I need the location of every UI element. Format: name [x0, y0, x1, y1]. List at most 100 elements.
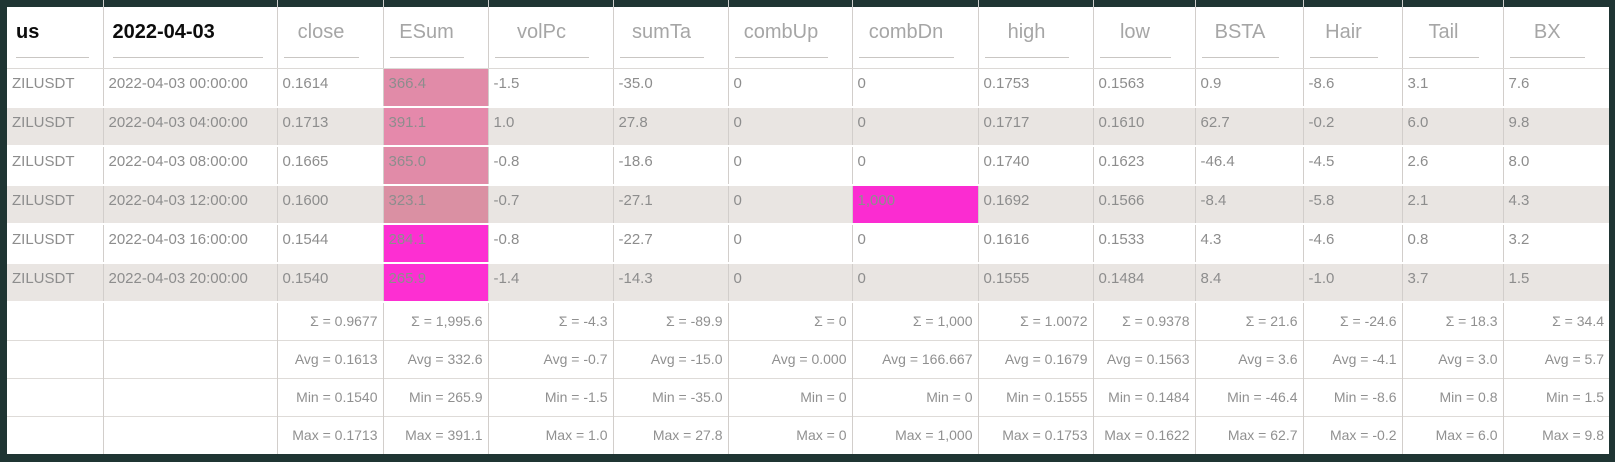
cell-low[interactable]: 0.1610 — [1092, 107, 1195, 147]
cell-sumTa[interactable]: -27.1 — [612, 185, 728, 225]
cell-2022-04-03[interactable]: 2022-04-03 04:00:00 — [102, 107, 277, 147]
table-row[interactable]: ZILUSDT 2022-04-03 04:00:00 0.1713 391.1 1.0… — [7, 107, 1609, 147]
cell-sumTa[interactable]: -18.6 — [612, 146, 728, 186]
cell-Hair[interactable]: -5.8 — [1302, 185, 1402, 225]
cell-volPc[interactable]: 1.0 — [487, 107, 613, 147]
cell-close[interactable]: 0.1614 — [276, 68, 383, 108]
cell-combUp[interactable]: 0 — [727, 224, 852, 264]
table-row[interactable]: ZILUSDT 2022-04-03 08:00:00 0.1665 365.0 -0.… — [7, 146, 1609, 186]
cell-combDn[interactable]: 0 — [851, 146, 978, 186]
cell-ESum[interactable]: 365.0 — [382, 146, 488, 186]
cell-sumTa[interactable]: -35.0 — [612, 68, 728, 108]
cell-low[interactable]: 0.1566 — [1092, 185, 1195, 225]
cell-close[interactable]: 0.1713 — [276, 107, 383, 147]
column-header-low[interactable]: low — [1092, 7, 1195, 69]
cell-close[interactable]: 0.1600 — [276, 185, 383, 225]
column-header-volPc[interactable]: volPc — [487, 7, 613, 69]
cell-high[interactable]: 0.1555 — [977, 263, 1093, 303]
cell-us[interactable]: ZILUSDT — [7, 146, 103, 186]
cell-BX[interactable]: 3.2 — [1502, 224, 1609, 264]
table-row[interactable]: ZILUSDT 2022-04-03 20:00:00 0.1540 265.9 -1.… — [7, 263, 1609, 303]
cell-BX[interactable]: 7.6 — [1502, 68, 1609, 108]
cell-Tail[interactable]: 2.1 — [1401, 185, 1503, 225]
cell-volPc[interactable]: -1.4 — [487, 263, 613, 303]
column-header-combUp[interactable]: combUp — [727, 7, 852, 69]
cell-combUp[interactable]: 0 — [727, 68, 852, 108]
cell-us[interactable]: ZILUSDT — [7, 263, 103, 303]
cell-close[interactable]: 0.1665 — [276, 146, 383, 186]
cell-ESum[interactable]: 323.1 — [382, 185, 488, 225]
cell-low[interactable]: 0.1623 — [1092, 146, 1195, 186]
cell-us[interactable]: ZILUSDT — [7, 68, 103, 108]
cell-2022-04-03[interactable]: 2022-04-03 20:00:00 — [102, 263, 277, 303]
cell-us[interactable]: ZILUSDT — [7, 224, 103, 264]
cell-us[interactable]: ZILUSDT — [7, 107, 103, 147]
cell-BX[interactable]: 9.8 — [1502, 107, 1609, 147]
column-header-high[interactable]: high — [977, 7, 1093, 69]
cell-combDn[interactable]: 0 — [851, 224, 978, 264]
cell-sumTa[interactable]: 27.8 — [612, 107, 728, 147]
cell-BSTA[interactable]: -46.4 — [1194, 146, 1303, 186]
cell-low[interactable]: 0.1533 — [1092, 224, 1195, 264]
cell-ESum[interactable]: 391.1 — [382, 107, 488, 147]
cell-BSTA[interactable]: 8.4 — [1194, 263, 1303, 303]
cell-sumTa[interactable]: -14.3 — [612, 263, 728, 303]
cell-Hair[interactable]: -0.2 — [1302, 107, 1402, 147]
column-header-us[interactable]: us — [7, 7, 103, 69]
column-header-Hair[interactable]: Hair — [1302, 7, 1402, 69]
cell-high[interactable]: 0.1740 — [977, 146, 1093, 186]
column-header-close[interactable]: close — [276, 7, 383, 69]
cell-combDn[interactable]: 1,000 — [851, 185, 978, 225]
cell-2022-04-03[interactable]: 2022-04-03 16:00:00 — [102, 224, 277, 264]
cell-high[interactable]: 0.1692 — [977, 185, 1093, 225]
column-header-BSTA[interactable]: BSTA — [1194, 7, 1303, 69]
cell-high[interactable]: 0.1616 — [977, 224, 1093, 264]
cell-Tail[interactable]: 3.1 — [1401, 68, 1503, 108]
column-header-BX[interactable]: BX — [1502, 7, 1609, 69]
column-header-combDn[interactable]: combDn — [851, 7, 978, 69]
cell-combDn[interactable]: 0 — [851, 263, 978, 303]
cell-volPc[interactable]: -1.5 — [487, 68, 613, 108]
table-row[interactable]: ZILUSDT 2022-04-03 16:00:00 0.1544 284.1 -0.… — [7, 224, 1609, 264]
table-row[interactable]: ZILUSDT 2022-04-03 00:00:00 0.1614 366.4 -1.… — [7, 68, 1609, 108]
cell-Tail[interactable]: 0.8 — [1401, 224, 1503, 264]
cell-close[interactable]: 0.1540 — [276, 263, 383, 303]
cell-ESum[interactable]: 265.9 — [382, 263, 488, 303]
column-header-2022-04-03[interactable]: 2022-04-03 — [102, 7, 277, 69]
cell-BSTA[interactable]: -8.4 — [1194, 185, 1303, 225]
cell-BSTA[interactable]: 62.7 — [1194, 107, 1303, 147]
cell-Tail[interactable]: 6.0 — [1401, 107, 1503, 147]
column-header-ESum[interactable]: ESum — [382, 7, 488, 69]
cell-2022-04-03[interactable]: 2022-04-03 00:00:00 — [102, 68, 277, 108]
cell-Hair[interactable]: -4.6 — [1302, 224, 1402, 264]
cell-combDn[interactable]: 0 — [851, 107, 978, 147]
cell-Tail[interactable]: 2.6 — [1401, 146, 1503, 186]
cell-Hair[interactable]: -1.0 — [1302, 263, 1402, 303]
cell-close[interactable]: 0.1544 — [276, 224, 383, 264]
cell-volPc[interactable]: -0.8 — [487, 224, 613, 264]
cell-low[interactable]: 0.1484 — [1092, 263, 1195, 303]
column-header-sumTa[interactable]: sumTa — [612, 7, 728, 69]
cell-2022-04-03[interactable]: 2022-04-03 08:00:00 — [102, 146, 277, 186]
cell-combDn[interactable]: 0 — [851, 68, 978, 108]
cell-ESum[interactable]: 366.4 — [382, 68, 488, 108]
cell-ESum[interactable]: 284.1 — [382, 224, 488, 264]
cell-high[interactable]: 0.1753 — [977, 68, 1093, 108]
table-row[interactable]: ZILUSDT 2022-04-03 12:00:00 0.1600 323.1 -0.… — [7, 185, 1609, 225]
column-header-Tail[interactable]: Tail — [1401, 7, 1503, 69]
cell-high[interactable]: 0.1717 — [977, 107, 1093, 147]
cell-low[interactable]: 0.1563 — [1092, 68, 1195, 108]
cell-combUp[interactable]: 0 — [727, 146, 852, 186]
cell-combUp[interactable]: 0 — [727, 107, 852, 147]
cell-sumTa[interactable]: -22.7 — [612, 224, 728, 264]
cell-BSTA[interactable]: 0.9 — [1194, 68, 1303, 108]
cell-Hair[interactable]: -8.6 — [1302, 68, 1402, 108]
cell-us[interactable]: ZILUSDT — [7, 185, 103, 225]
cell-BX[interactable]: 4.3 — [1502, 185, 1609, 225]
cell-BX[interactable]: 1.5 — [1502, 263, 1609, 303]
cell-volPc[interactable]: -0.8 — [487, 146, 613, 186]
cell-Hair[interactable]: -4.5 — [1302, 146, 1402, 186]
cell-Tail[interactable]: 3.7 — [1401, 263, 1503, 303]
cell-volPc[interactable]: -0.7 — [487, 185, 613, 225]
cell-combUp[interactable]: 0 — [727, 185, 852, 225]
